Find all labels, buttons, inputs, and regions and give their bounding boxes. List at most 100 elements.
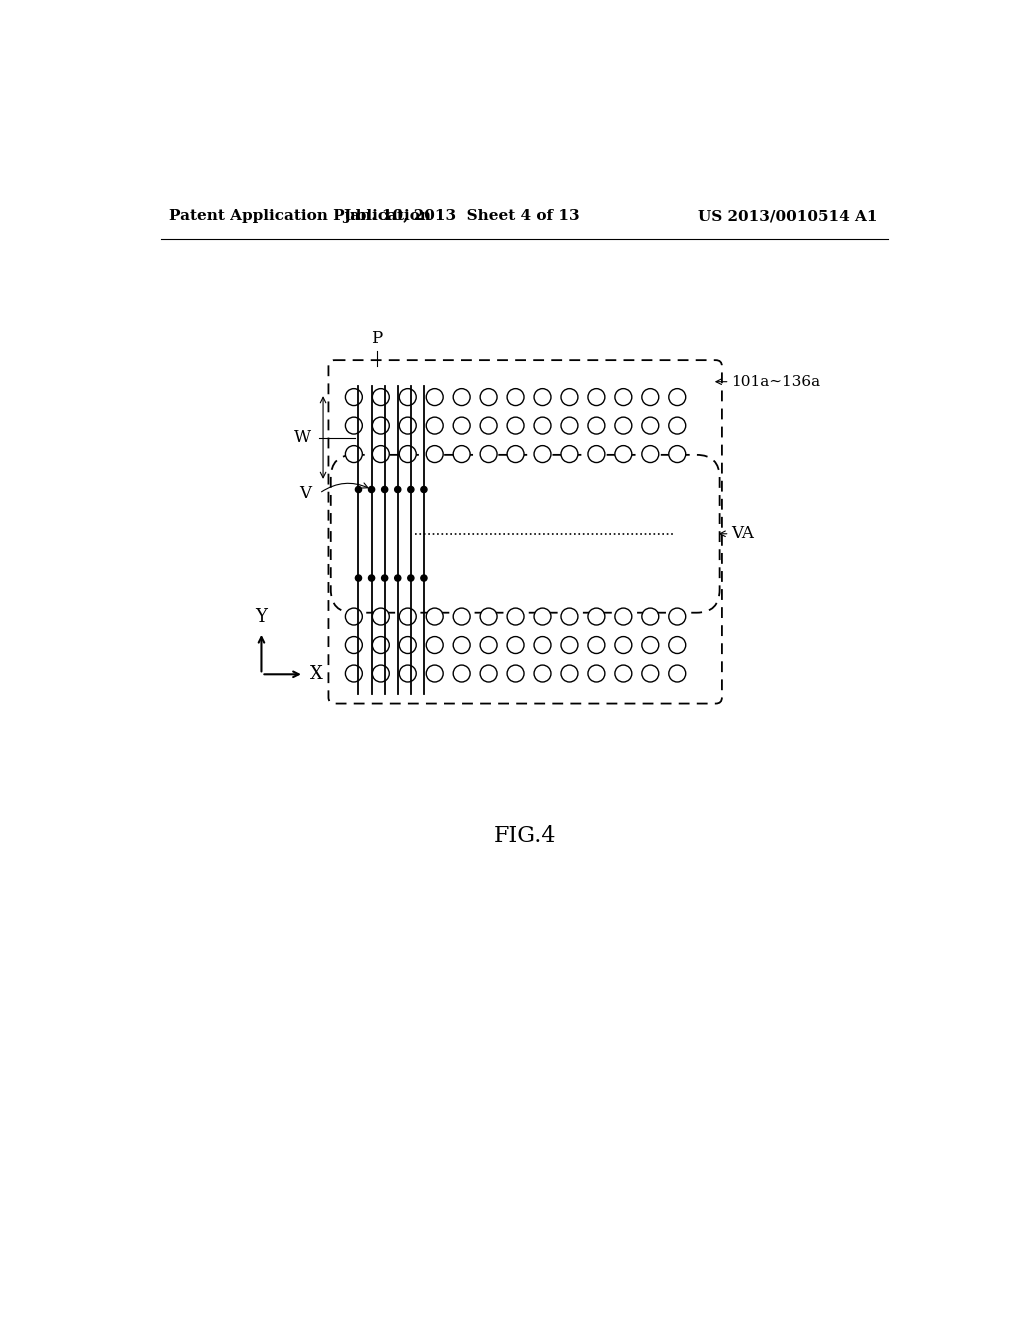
- Circle shape: [382, 486, 388, 492]
- Circle shape: [507, 665, 524, 682]
- Circle shape: [399, 417, 416, 434]
- Text: 101a∼136a: 101a∼136a: [731, 375, 820, 388]
- Circle shape: [369, 486, 375, 492]
- Text: P: P: [372, 330, 383, 347]
- Text: X: X: [310, 665, 323, 684]
- Circle shape: [454, 388, 470, 405]
- Circle shape: [535, 446, 551, 462]
- Circle shape: [454, 417, 470, 434]
- Circle shape: [426, 417, 443, 434]
- Circle shape: [588, 417, 605, 434]
- Circle shape: [426, 446, 443, 462]
- Circle shape: [454, 446, 470, 462]
- Circle shape: [373, 665, 389, 682]
- Circle shape: [614, 665, 632, 682]
- Circle shape: [399, 665, 416, 682]
- Circle shape: [642, 446, 658, 462]
- Text: Jan. 10, 2013  Sheet 4 of 13: Jan. 10, 2013 Sheet 4 of 13: [343, 209, 580, 223]
- Circle shape: [642, 665, 658, 682]
- Circle shape: [614, 388, 632, 405]
- Circle shape: [426, 665, 443, 682]
- Circle shape: [426, 388, 443, 405]
- Circle shape: [345, 446, 362, 462]
- Text: Patent Application Publication: Patent Application Publication: [169, 209, 431, 223]
- Circle shape: [373, 388, 389, 405]
- Circle shape: [614, 417, 632, 434]
- Circle shape: [561, 665, 578, 682]
- Circle shape: [480, 388, 497, 405]
- Circle shape: [535, 388, 551, 405]
- Circle shape: [669, 665, 686, 682]
- Circle shape: [535, 417, 551, 434]
- Circle shape: [399, 636, 416, 653]
- Text: US 2013/0010514 A1: US 2013/0010514 A1: [698, 209, 878, 223]
- Circle shape: [369, 576, 375, 581]
- Circle shape: [394, 576, 400, 581]
- FancyBboxPatch shape: [329, 360, 722, 704]
- Circle shape: [454, 636, 470, 653]
- Circle shape: [345, 636, 362, 653]
- Circle shape: [399, 388, 416, 405]
- Circle shape: [669, 446, 686, 462]
- Circle shape: [408, 576, 414, 581]
- Circle shape: [669, 388, 686, 405]
- Circle shape: [373, 609, 389, 626]
- Circle shape: [480, 609, 497, 626]
- Text: FIG.4: FIG.4: [494, 825, 556, 847]
- Circle shape: [588, 636, 605, 653]
- Circle shape: [421, 486, 427, 492]
- Circle shape: [588, 665, 605, 682]
- Circle shape: [373, 446, 389, 462]
- Circle shape: [561, 388, 578, 405]
- Circle shape: [507, 609, 524, 626]
- Circle shape: [394, 486, 400, 492]
- Circle shape: [561, 609, 578, 626]
- Circle shape: [507, 636, 524, 653]
- Circle shape: [480, 446, 497, 462]
- Circle shape: [421, 576, 427, 581]
- Circle shape: [373, 417, 389, 434]
- Circle shape: [480, 665, 497, 682]
- Circle shape: [642, 417, 658, 434]
- Circle shape: [345, 665, 362, 682]
- Text: VA: VA: [731, 525, 754, 543]
- Circle shape: [480, 417, 497, 434]
- Circle shape: [507, 417, 524, 434]
- Circle shape: [535, 609, 551, 626]
- Circle shape: [373, 636, 389, 653]
- Circle shape: [426, 609, 443, 626]
- Text: Y: Y: [256, 607, 267, 626]
- FancyBboxPatch shape: [331, 455, 720, 612]
- Circle shape: [426, 636, 443, 653]
- Circle shape: [669, 609, 686, 626]
- Circle shape: [480, 636, 497, 653]
- Circle shape: [642, 609, 658, 626]
- Circle shape: [588, 609, 605, 626]
- Circle shape: [345, 388, 362, 405]
- Circle shape: [642, 388, 658, 405]
- Circle shape: [345, 609, 362, 626]
- Circle shape: [507, 446, 524, 462]
- Circle shape: [669, 417, 686, 434]
- Circle shape: [588, 446, 605, 462]
- Circle shape: [355, 486, 361, 492]
- Circle shape: [382, 576, 388, 581]
- Circle shape: [669, 636, 686, 653]
- Circle shape: [507, 388, 524, 405]
- Circle shape: [535, 636, 551, 653]
- Circle shape: [399, 609, 416, 626]
- Circle shape: [561, 417, 578, 434]
- Circle shape: [399, 446, 416, 462]
- Circle shape: [561, 636, 578, 653]
- Circle shape: [642, 636, 658, 653]
- Circle shape: [535, 665, 551, 682]
- Circle shape: [454, 665, 470, 682]
- Circle shape: [355, 576, 361, 581]
- Text: V: V: [299, 484, 311, 502]
- Circle shape: [454, 609, 470, 626]
- Circle shape: [561, 446, 578, 462]
- Circle shape: [408, 486, 414, 492]
- Circle shape: [614, 446, 632, 462]
- Circle shape: [614, 636, 632, 653]
- Circle shape: [614, 609, 632, 626]
